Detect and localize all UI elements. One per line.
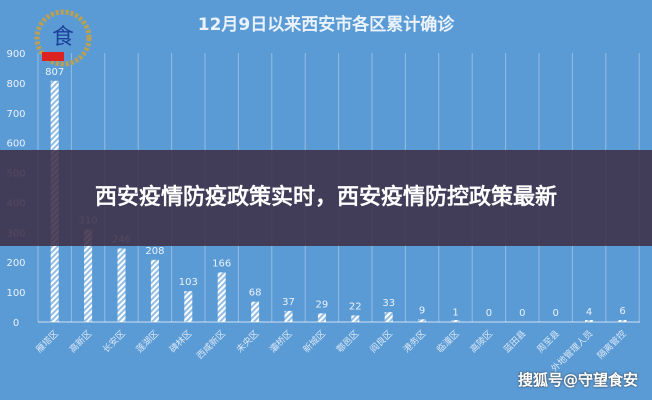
y-tick-label: 0: [13, 318, 19, 329]
x-tick-label: 高陵区: [467, 328, 495, 356]
data-label: 9: [419, 305, 425, 316]
y-tick-label: 100: [6, 288, 25, 299]
y-tick-label: 700: [6, 109, 25, 120]
watermark: 搜狐号@守望食安: [517, 371, 638, 389]
data-label: 1: [452, 308, 458, 319]
x-tick-label: 港务区: [401, 328, 429, 356]
bar: [585, 320, 594, 322]
bar: [84, 229, 93, 322]
data-label: 807: [45, 67, 64, 78]
data-label: 68: [249, 288, 262, 299]
data-label: 0: [486, 308, 492, 319]
bar: [251, 301, 260, 322]
x-tick-label: 高新区: [67, 328, 95, 356]
x-tick-label: 长安区: [100, 328, 128, 356]
bar: [418, 319, 427, 322]
bar: [317, 313, 326, 322]
data-label: 0: [519, 308, 525, 319]
data-label: 0: [553, 308, 559, 319]
data-label: 166: [212, 258, 231, 269]
bar: [351, 315, 360, 322]
shian-logo-icon: 食: [34, 9, 92, 67]
x-tick-label: 莲湖区: [133, 328, 161, 356]
x-tick-label: 隔离管控: [595, 328, 629, 362]
y-tick-label: 900: [6, 49, 25, 60]
data-label: 6: [619, 306, 625, 317]
bar: [451, 320, 460, 322]
data-label: 4: [586, 307, 592, 318]
bar: [117, 248, 126, 322]
x-tick-label: 雁塔区: [33, 328, 61, 356]
x-tick-label: 新城区: [300, 328, 328, 356]
data-label: 29: [316, 299, 329, 310]
x-tick-label: 未央区: [234, 328, 262, 356]
bar: [150, 259, 159, 322]
data-label: 33: [382, 298, 395, 309]
data-label: 103: [179, 277, 198, 288]
svg-text:食: 食: [52, 25, 74, 50]
x-tick-label: 蓝田县: [501, 328, 529, 356]
chart-title: 12月9日以来西安市各区累计确诊: [197, 15, 455, 35]
x-tick-label: 临潼区: [434, 328, 462, 356]
data-label: 208: [145, 246, 164, 257]
data-label: 37: [282, 297, 295, 308]
data-label: 22: [349, 301, 362, 312]
bar: [384, 312, 393, 322]
y-tick-label: 800: [6, 79, 25, 90]
bar: [184, 291, 193, 322]
bar: [217, 272, 226, 322]
headline-banner: 西安疫情防疫政策实时，西安疫情防控政策最新: [0, 150, 652, 246]
x-tick-label: 周至县: [535, 328, 562, 355]
headline-text: 西安疫情防疫政策实时，西安疫情防控政策最新: [94, 185, 557, 210]
x-tick-label: 鄠邑区: [335, 328, 362, 355]
x-tick-label: 灞桥区: [267, 328, 295, 356]
x-tick-label: 西咸新区: [194, 328, 228, 362]
bar: [618, 320, 627, 322]
x-tick-label: 阎良区: [367, 328, 395, 356]
bar: [284, 310, 293, 322]
x-tick-label: 碑林区: [167, 328, 195, 356]
y-tick-label: 200: [6, 258, 25, 269]
y-tick-label: 600: [6, 139, 25, 150]
